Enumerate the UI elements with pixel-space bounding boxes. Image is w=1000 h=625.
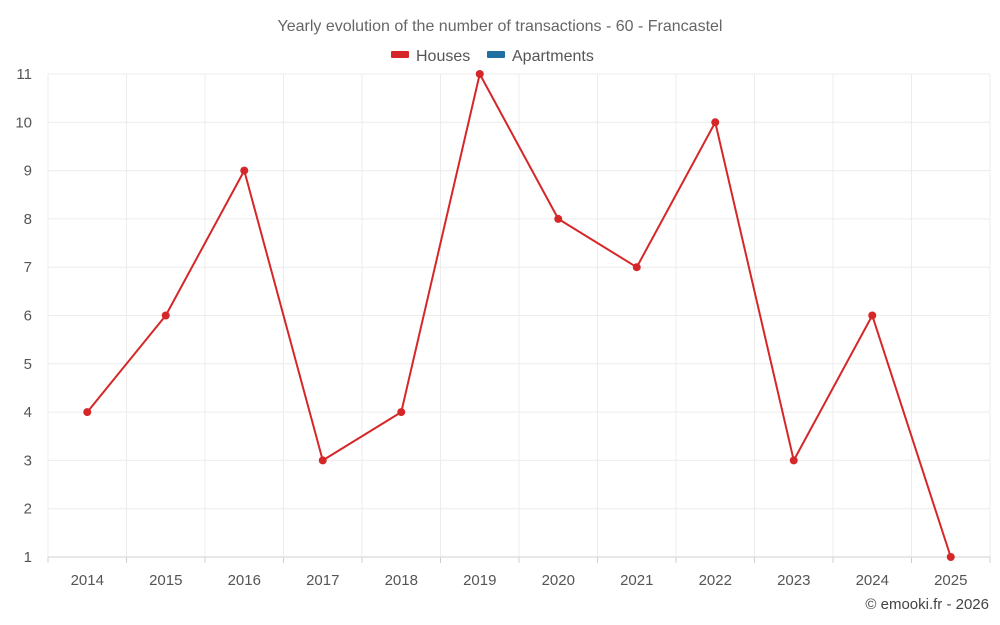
data-point-houses-2015[interactable] bbox=[161, 311, 170, 320]
data-point-houses-2017[interactable] bbox=[318, 456, 327, 465]
x-tick-label-2024: 2024 bbox=[856, 572, 889, 589]
y-tick-label-10: 10 bbox=[15, 114, 32, 131]
legend: Houses Apartments bbox=[391, 48, 594, 65]
y-tick-label-3: 3 bbox=[24, 452, 32, 469]
x-tick-label-2020: 2020 bbox=[542, 572, 575, 589]
y-tick-label-1: 1 bbox=[24, 549, 32, 566]
data-point-houses-2016[interactable] bbox=[240, 166, 249, 175]
y-tick-label-8: 8 bbox=[24, 211, 32, 228]
data-point-houses-2025[interactable] bbox=[946, 553, 955, 561]
chart-title: Yearly evolution of the number of transa… bbox=[278, 18, 723, 35]
y-tick-label-4: 4 bbox=[24, 404, 32, 421]
data-point-houses-2024[interactable] bbox=[868, 311, 877, 320]
x-tick-label-2018: 2018 bbox=[385, 572, 418, 589]
x-tick-label-2019: 2019 bbox=[463, 572, 496, 589]
x-tick-label-2015: 2015 bbox=[149, 572, 182, 589]
credit-text: © emooki.fr - 2026 bbox=[865, 596, 989, 613]
legend-item-apartments[interactable]: Apartments bbox=[487, 48, 594, 65]
x-axis: 2014 2015 2016 2017 2018 2019 2020 2021 2022 2023… bbox=[71, 572, 968, 589]
x-tick-label-2017: 2017 bbox=[306, 572, 339, 589]
data-point-houses-2018[interactable] bbox=[397, 408, 406, 417]
legend-label-houses: Houses bbox=[416, 48, 470, 65]
series-line-houses bbox=[86, 73, 952, 558]
data-point-houses-2020[interactable] bbox=[554, 214, 563, 223]
data-point-houses-2022[interactable] bbox=[711, 118, 720, 127]
gridlines bbox=[47, 73, 991, 563]
y-tick-label-11: 11 bbox=[16, 66, 32, 83]
y-axis: 1 2 3 4 5 6 7 8 9 10 11 bbox=[15, 66, 32, 566]
series-houses bbox=[83, 70, 955, 561]
x-tick-label-2022: 2022 bbox=[699, 572, 732, 589]
x-tick-label-2023: 2023 bbox=[777, 572, 810, 589]
data-point-houses-2021[interactable] bbox=[632, 263, 641, 272]
y-tick-label-9: 9 bbox=[24, 163, 32, 180]
y-tick-label-6: 6 bbox=[24, 308, 32, 325]
data-point-houses-2019[interactable] bbox=[475, 70, 484, 78]
y-tick-label-2: 2 bbox=[24, 501, 32, 518]
legend-label-apartments: Apartments bbox=[512, 48, 594, 65]
y-tick-label-5: 5 bbox=[24, 356, 32, 373]
data-point-houses-2023[interactable] bbox=[789, 456, 798, 465]
legend-swatch-houses bbox=[391, 51, 409, 58]
data-point-houses-2014[interactable] bbox=[83, 408, 92, 417]
legend-item-houses[interactable]: Houses bbox=[391, 48, 470, 65]
y-tick-label-7: 7 bbox=[24, 259, 32, 276]
x-tick-label-2016: 2016 bbox=[228, 572, 261, 589]
x-tick-label-2014: 2014 bbox=[71, 572, 104, 589]
x-tick-label-2021: 2021 bbox=[620, 572, 653, 589]
legend-swatch-apartments bbox=[487, 51, 505, 58]
x-tick-label-2025: 2025 bbox=[934, 572, 967, 589]
